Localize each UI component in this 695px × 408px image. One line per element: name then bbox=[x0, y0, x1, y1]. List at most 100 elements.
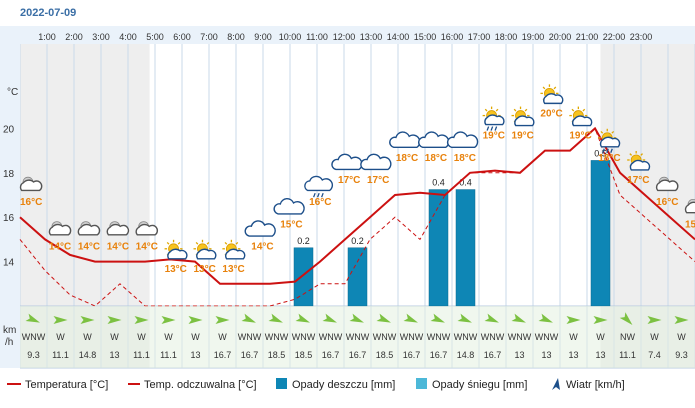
wind-speed: 11.1 bbox=[52, 350, 69, 360]
cloud-shape bbox=[304, 175, 334, 192]
cloud-shape bbox=[446, 131, 479, 148]
rain-bar bbox=[455, 189, 476, 307]
cloud-shape bbox=[360, 153, 392, 171]
wind-speed: 18.5 bbox=[376, 350, 394, 360]
chart-date: 2022-07-09 bbox=[20, 7, 76, 19]
rain-drop bbox=[490, 126, 494, 131]
wind-arrow-icon bbox=[538, 313, 553, 323]
wind-speed: 11.1 bbox=[160, 350, 177, 360]
cloud-icon bbox=[446, 131, 479, 148]
cloud-shape bbox=[514, 115, 535, 127]
hour-strip-background bbox=[20, 26, 695, 44]
partly-sunny-icon bbox=[164, 239, 188, 260]
cloud-shape bbox=[599, 136, 621, 148]
hour-label: 7:00 bbox=[200, 32, 218, 42]
temperature-label: 18°C bbox=[425, 153, 447, 164]
cloud-shape bbox=[684, 201, 695, 214]
rain-label: 0.4 bbox=[432, 178, 445, 188]
wind-speed: 11.1 bbox=[133, 350, 150, 360]
night-cloudy-icon bbox=[48, 221, 72, 236]
temperature-label: 14°C bbox=[251, 242, 273, 253]
wind-direction: WNW bbox=[238, 332, 262, 342]
wind-arrow-shape bbox=[241, 313, 256, 323]
y-axis-unit: °C bbox=[7, 87, 18, 98]
wind-speed: 9.3 bbox=[27, 350, 40, 360]
cloud-shape bbox=[655, 179, 679, 192]
wind-direction: W bbox=[677, 332, 686, 342]
sun-ray bbox=[600, 130, 604, 134]
wind-speed: 14.8 bbox=[457, 350, 475, 360]
wind-arrow-icon bbox=[566, 316, 581, 324]
temperature-label: 19°C bbox=[569, 131, 591, 142]
wind-arrow-shape bbox=[619, 312, 633, 325]
hour-label: 22:00 bbox=[603, 32, 626, 42]
rain-bar bbox=[590, 160, 611, 307]
wind-arrow-icon bbox=[430, 313, 445, 323]
wind-arrow-shape bbox=[430, 313, 445, 323]
sun-ray bbox=[571, 108, 575, 112]
wind-arrow-icon bbox=[484, 313, 499, 323]
cloud-shape bbox=[196, 248, 217, 260]
sun-ray bbox=[206, 241, 210, 245]
wind-arrow-icon bbox=[161, 316, 176, 324]
wind-direction: WNW bbox=[346, 332, 370, 342]
y-axis-background bbox=[0, 26, 20, 368]
temperature-label: 19°C bbox=[512, 131, 534, 142]
wind-speed: 14.8 bbox=[79, 350, 97, 360]
rain-drop bbox=[606, 148, 609, 154]
rain-label: 0.2 bbox=[351, 236, 364, 246]
hour-label: 10:00 bbox=[279, 32, 302, 42]
sun-ray bbox=[524, 108, 528, 112]
hour-label: 14:00 bbox=[387, 32, 410, 42]
wind-direction: W bbox=[164, 332, 173, 342]
sun-ray bbox=[629, 153, 633, 156]
sun-ray bbox=[484, 108, 488, 112]
legend-rain: Opady deszczu [mm] bbox=[292, 379, 395, 391]
wind-arrow-icon bbox=[349, 313, 364, 323]
wind-direction: WNW bbox=[373, 332, 397, 342]
night-cloudy-icon bbox=[684, 198, 695, 214]
partly-sunny-icon bbox=[569, 106, 593, 127]
wind-arrow-icon bbox=[376, 313, 391, 323]
wind-direction: WNW bbox=[454, 332, 478, 342]
partly-sunny-icon bbox=[193, 239, 217, 260]
rain-drop bbox=[602, 148, 605, 154]
wind-row-background bbox=[20, 306, 695, 368]
cloud-shape bbox=[484, 114, 505, 126]
rain-bar bbox=[347, 247, 368, 307]
sun-ray bbox=[553, 86, 557, 90]
wind-arrow-icon bbox=[80, 316, 95, 324]
cloud-icon bbox=[244, 220, 276, 237]
night-cloudy-icon bbox=[77, 221, 101, 236]
wind-direction: W bbox=[83, 332, 92, 342]
wind-arrow-icon bbox=[295, 313, 310, 323]
wind-arrow-shape bbox=[566, 316, 581, 324]
wind-direction: WNW bbox=[508, 332, 532, 342]
hour-label: 2:00 bbox=[65, 32, 83, 42]
wind-arrow-shape bbox=[593, 316, 608, 324]
wind-direction: WNW bbox=[265, 332, 289, 342]
temperature-label: 13°C bbox=[222, 264, 244, 275]
temperature-label: 14°C bbox=[49, 242, 71, 253]
sun-ray bbox=[495, 108, 499, 112]
wind-arrow-shape bbox=[674, 316, 689, 324]
wind-direction: W bbox=[56, 332, 65, 342]
hour-label: 13:00 bbox=[360, 32, 383, 42]
night-cloudy-icon bbox=[106, 221, 130, 236]
wind-arrow-icon bbox=[241, 313, 256, 323]
wind-arrow-icon bbox=[134, 316, 149, 324]
sun-ray bbox=[611, 130, 615, 134]
cloud-shape bbox=[19, 179, 43, 192]
hour-label: 11:00 bbox=[306, 32, 328, 42]
legend-wind-icon bbox=[552, 378, 560, 390]
temperature-label: 19°C bbox=[483, 131, 505, 142]
wind-arrow-shape bbox=[322, 313, 337, 323]
cloud-shape bbox=[629, 159, 651, 171]
rain-label: 0.2 bbox=[297, 236, 310, 246]
wind-speed: 16.7 bbox=[484, 350, 502, 360]
wind-direction: W bbox=[650, 332, 659, 342]
partly-sunny-icon bbox=[222, 239, 246, 260]
wind-arrow-shape bbox=[53, 316, 68, 324]
rain-label: 0.4 bbox=[459, 178, 472, 188]
night-cloudy-icon bbox=[135, 221, 159, 236]
